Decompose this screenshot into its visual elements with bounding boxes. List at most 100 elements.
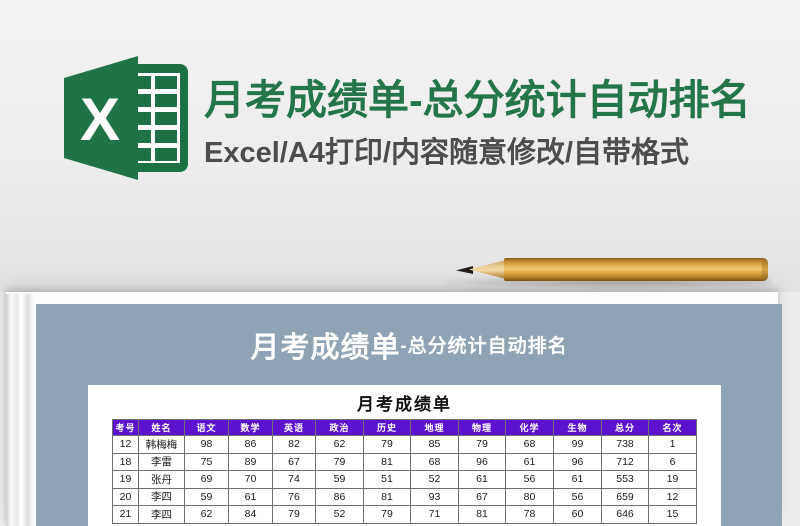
table-cell: 67: [458, 487, 506, 506]
table-header-cell: 历史: [363, 419, 411, 436]
table-cell: 96: [553, 452, 602, 471]
table-cell: 79: [363, 435, 411, 454]
table-header-cell: 生物: [553, 419, 602, 436]
table-row: 18 李雷 75 89 67 79 81 68 96 61 96 712 6: [112, 452, 697, 471]
table-cell: 79: [272, 505, 316, 524]
sheet-title: 月考成绩单: [357, 395, 452, 414]
hero-section: X 月考成绩单-总分统计自动排名 Excel/A4打印/内容随意修改/自带格式: [0, 0, 800, 292]
hero-subtitle: Excel/A4打印/内容随意修改/自带格式: [204, 137, 690, 169]
table-row: 19 张丹 69 70 74 59 51 52 61 56 61 553 19: [112, 470, 697, 489]
table-cell: 80: [505, 487, 554, 506]
table-cell: 李四: [138, 487, 185, 506]
pencil-image: [456, 258, 768, 281]
table-row: 20 李四 59 61 76 86 81 93 67 80 56 659 12: [112, 487, 697, 506]
table-cell: 86: [315, 487, 364, 506]
table-cell: 李四: [138, 505, 185, 524]
pencil-body: [504, 258, 768, 281]
table-header-cell: 物理: [458, 419, 506, 436]
paper-stack-edge: [6, 294, 36, 526]
table-cell: 61: [458, 470, 506, 489]
banner-title-main: 月考成绩单: [250, 331, 401, 364]
table-cell: 646: [601, 505, 649, 524]
table-cell: 659: [601, 487, 649, 506]
table-cell: 60: [553, 505, 602, 524]
table-cell: 98: [184, 435, 229, 454]
table-cell: 79: [458, 435, 506, 454]
table-header-cell: 总分: [601, 419, 649, 436]
table-cell: 84: [228, 505, 273, 524]
table-cell: 75: [184, 452, 229, 471]
table-header-cell: 语文: [184, 419, 229, 436]
table-cell: 85: [410, 435, 459, 454]
table-cell: 61: [553, 470, 602, 489]
table-cell: 78: [505, 505, 554, 524]
table-header-row: 考号 姓名 语文 数学 英语 政治 历史 地理 物理 化学 生物 总分 名次: [112, 419, 697, 436]
pencil-shadow: [440, 277, 770, 288]
table-cell: 21: [112, 505, 139, 524]
table-cell: 张丹: [138, 470, 185, 489]
table-header-cell: 名次: [648, 419, 697, 436]
table-cell: 67: [272, 452, 316, 471]
table-cell: 李雷: [138, 452, 185, 471]
table-cell: 62: [315, 435, 364, 454]
table-cell: 553: [601, 470, 649, 489]
table-cell: 61: [505, 452, 554, 471]
table-header-cell: 地理: [410, 419, 459, 436]
excel-logo-x-letter: X: [80, 86, 120, 153]
table-cell: 19: [112, 470, 139, 489]
table-cell: 99: [553, 435, 602, 454]
table-cell: 68: [505, 435, 554, 454]
table-cell: 59: [315, 470, 364, 489]
table-cell: 15: [648, 505, 697, 524]
table-cell: 712: [601, 452, 649, 471]
table-cell: 52: [410, 470, 459, 489]
table-cell: 81: [363, 487, 411, 506]
table-cell: 56: [505, 470, 554, 489]
table-cell: 76: [272, 487, 316, 506]
banner-title-sub: -总分统计自动排名: [400, 336, 568, 357]
table-cell: 1: [648, 435, 697, 454]
table-cell: 59: [184, 487, 229, 506]
document-preview-paper: 月考成绩单 -总分统计自动排名 月考成绩单 考号 姓名 语文 数学 英语 政治 历史 地理 物理化…: [6, 292, 782, 526]
table-header-cell: 英语: [272, 419, 316, 436]
table-header-cell: 数学: [228, 419, 273, 436]
table-cell: 12: [112, 435, 139, 454]
table-header-cell: 考号: [112, 419, 139, 436]
preview-banner-title: 月考成绩单 -总分统计自动排名: [36, 304, 782, 385]
excel-logo-icon: X: [64, 56, 188, 180]
table-cell: 20: [112, 487, 139, 506]
table-cell: 69: [184, 470, 229, 489]
table-cell: 738: [601, 435, 649, 454]
table-row: 12 韩梅梅 98 86 82 62 79 85 79 68 99 738 1: [112, 435, 697, 454]
table-cell: 51: [363, 470, 411, 489]
table-cell: 6: [648, 452, 697, 471]
table-cell: 89: [228, 452, 273, 471]
table-cell: 82: [272, 435, 316, 454]
table-cell: 74: [272, 470, 316, 489]
hero-title: 月考成绩单-总分统计自动排名: [204, 77, 751, 123]
table-cell: 96: [458, 452, 506, 471]
table-cell: 81: [363, 452, 411, 471]
table-cell: 62: [184, 505, 229, 524]
pencil-graphite-tip: [456, 266, 473, 274]
table-header-cell: 政治: [315, 419, 364, 436]
table-cell: 19: [648, 470, 697, 489]
table-cell: 81: [458, 505, 506, 524]
table-cell: 79: [363, 505, 411, 524]
table-cell: 18: [112, 452, 139, 471]
pencil-wood-cone: [469, 260, 506, 279]
table-cell: 56: [553, 487, 602, 506]
table-header-cell: 姓名: [138, 419, 185, 436]
spreadsheet-page: 月考成绩单 考号 姓名 语文 数学 英语 政治 历史 地理 物理 化学 生物 总分 名次 12 韩梅梅 98 8…: [88, 385, 721, 526]
table-cell: 52: [315, 505, 364, 524]
table-row: 21 李四 62 84 79 52 79 71 81 78 60 646 15: [112, 505, 697, 524]
table-cell: 61: [228, 487, 273, 506]
preview-slate-panel: 月考成绩单 -总分统计自动排名 月考成绩单 考号 姓名 语文 数学 英语 政治 历史 地理 物理化…: [36, 304, 782, 526]
table-cell: 93: [410, 487, 459, 506]
table-cell: 12: [648, 487, 697, 506]
table-header-cell: 化学: [505, 419, 554, 436]
table-cell: 86: [228, 435, 273, 454]
table-cell: 68: [410, 452, 459, 471]
score-table: 考号 姓名 语文 数学 英语 政治 历史 地理 物理 化学 生物 总分 名次 12 韩梅梅 98 86 82 62 7…: [112, 419, 697, 524]
